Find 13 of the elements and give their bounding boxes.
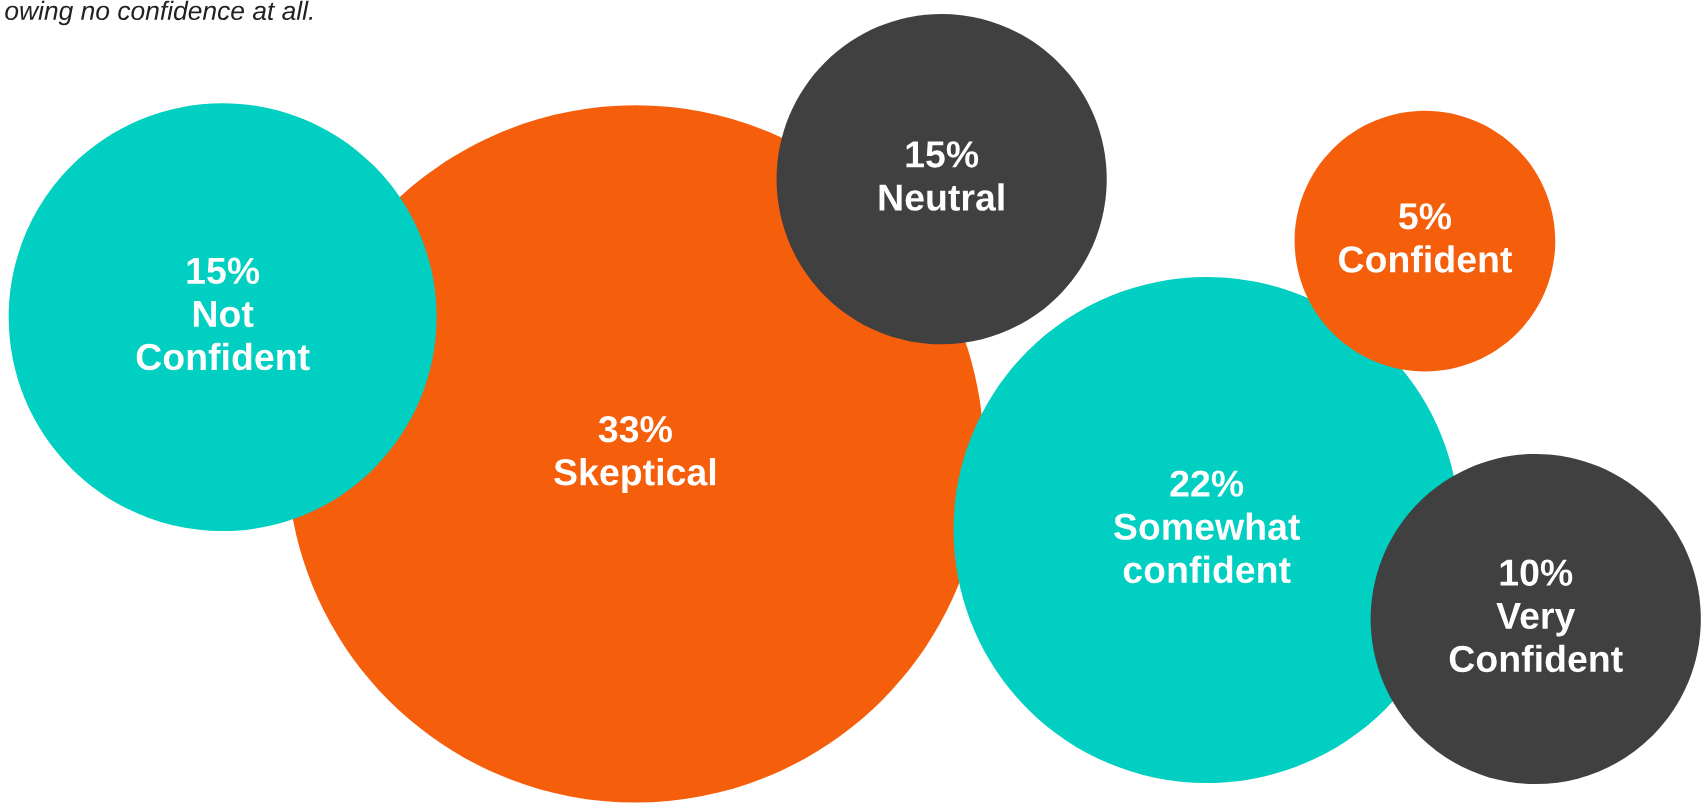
category-label: Not Confident bbox=[136, 301, 310, 371]
category-label: Skeptical bbox=[554, 458, 716, 493]
category-label: Very Confident bbox=[1449, 602, 1623, 673]
data-label: 33% bbox=[598, 415, 672, 443]
data-label: 10% bbox=[1500, 559, 1573, 586]
category-label: Neutral bbox=[879, 183, 1004, 211]
category-label: Confident bbox=[1339, 245, 1512, 273]
data-label: 22% bbox=[1170, 470, 1244, 497]
data-label: 15% bbox=[187, 257, 260, 285]
category-label: Somewhat confident bbox=[1113, 512, 1300, 584]
text: owing no confidence at all. bbox=[5, 0, 313, 26]
data-label: 5% bbox=[1399, 203, 1452, 230]
data-label: 15% bbox=[906, 141, 979, 168]
